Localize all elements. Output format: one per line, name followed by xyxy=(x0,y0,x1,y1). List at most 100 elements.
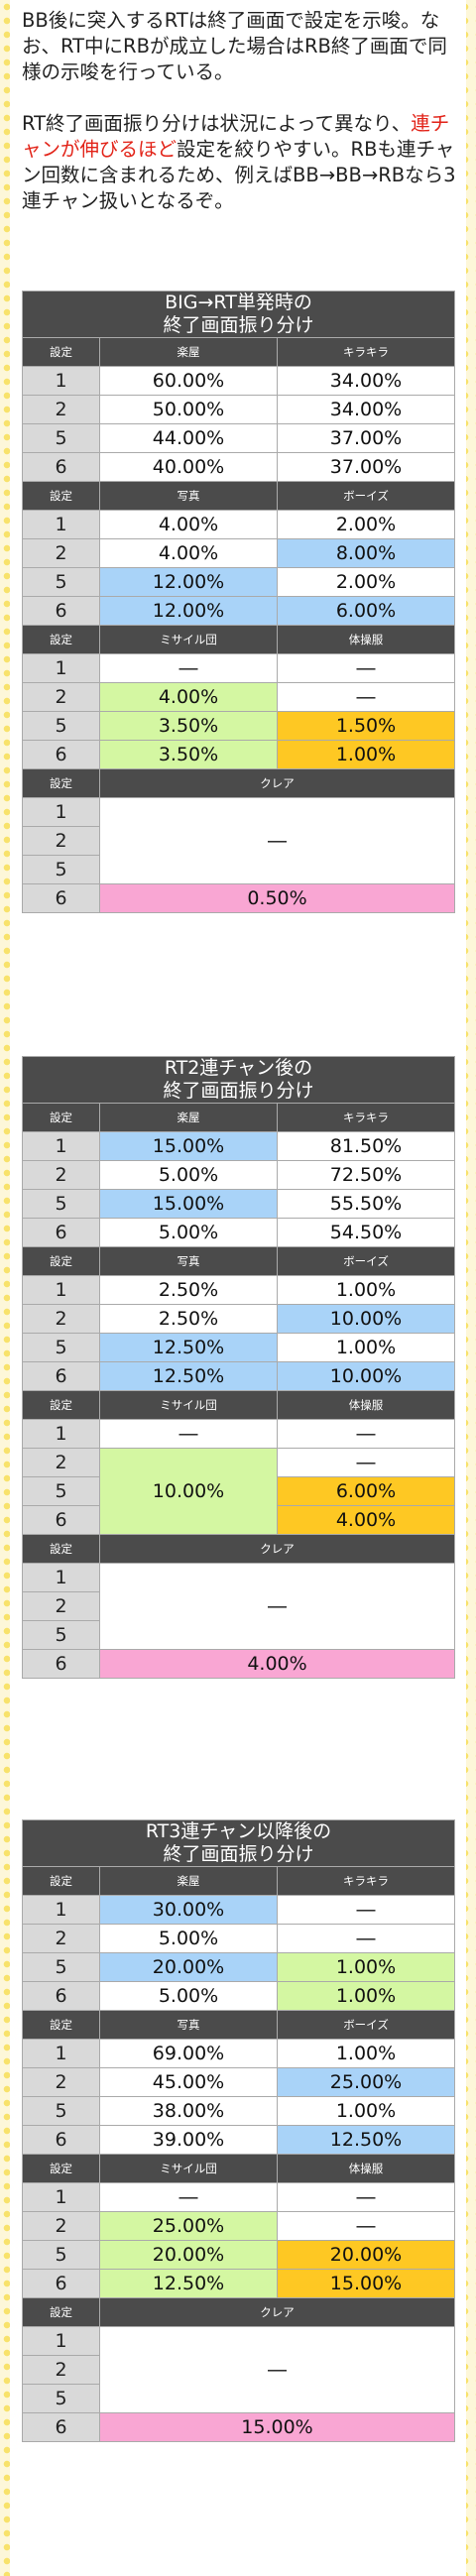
table-cell: ― xyxy=(99,653,278,683)
table-row: 5 38.00% 1.00% xyxy=(22,2096,456,2126)
setting-label: 2 xyxy=(22,2067,100,2097)
setting-label: 6 xyxy=(22,2269,100,2298)
table-cell: 20.00% xyxy=(99,2240,278,2270)
setting-label: 6 xyxy=(22,883,100,913)
table-row: 1 69.00% 1.00% xyxy=(22,2039,456,2068)
header-row: 設定 クレア xyxy=(22,1534,456,1564)
table-cell: 8.00% xyxy=(276,538,456,568)
table-cell: 1.00% xyxy=(276,1333,456,1362)
setting-label: 5 xyxy=(22,1952,100,1982)
setting-label: 2 xyxy=(22,538,100,568)
table-row: 1 2.50% 1.00% xyxy=(22,1275,456,1305)
setting-label: 5 xyxy=(22,2096,100,2126)
header-row: 設定 ミサイル団 体操服 xyxy=(22,625,456,654)
setting-label: 6 xyxy=(22,740,100,769)
setting-label: 1 xyxy=(22,2326,100,2356)
table-cell: 50.00% xyxy=(99,395,278,424)
column-header: ボーイズ xyxy=(276,481,456,511)
table-row: 2 50.00% 34.00% xyxy=(22,395,456,424)
table-cell: 34.00% xyxy=(276,395,456,424)
table-cell: 12.50% xyxy=(276,2125,456,2155)
column-header: クレア xyxy=(98,768,456,798)
table-cell: 1.50% xyxy=(276,711,456,741)
table-row: 2 45.00% 25.00% xyxy=(22,2067,456,2097)
table-cell: 37.00% xyxy=(276,423,456,453)
table-cell: 25.00% xyxy=(99,2211,278,2241)
table-cell: 15.00% xyxy=(276,2269,456,2298)
header-row: 設定 楽屋 キラキラ xyxy=(22,1103,456,1132)
setting-label: 1 xyxy=(22,1419,100,1449)
setting-label: 5 xyxy=(22,1620,100,1650)
table-cell: 1.00% xyxy=(276,1952,456,1982)
header-row: 設定 写真 ボーイズ xyxy=(22,1246,456,1276)
table-row: 6 4.00% xyxy=(22,1505,456,1535)
table-cell: ― xyxy=(99,2182,278,2212)
setting-label: 6 xyxy=(22,2125,100,2155)
table-cell: ― xyxy=(276,2182,456,2212)
setting-label: 2 xyxy=(22,2211,100,2241)
table-cell: 45.00% xyxy=(99,2067,278,2097)
table-cell: 20.00% xyxy=(276,2240,456,2270)
table-row: 5 xyxy=(22,2384,455,2413)
column-header: ボーイズ xyxy=(276,1246,456,1276)
text-fragment: 終了画面振り分け xyxy=(163,314,314,336)
setting-label: 2 xyxy=(22,1160,100,1190)
column-header: クレア xyxy=(98,1534,456,1564)
table-row: BIG→RT単発時の 終了画面振り分け xyxy=(21,291,456,338)
header-row: 設定 ミサイル団 体操服 xyxy=(22,1390,456,1420)
table-cell: 5.00% xyxy=(99,1160,278,1190)
table-cell: 4.00% xyxy=(99,682,278,712)
setting-label: 5 xyxy=(22,2384,100,2413)
table-cell: 6.00% xyxy=(276,1476,456,1506)
table-row: 5 12.50% 1.00% xyxy=(22,1333,456,1362)
column-header: 体操服 xyxy=(276,2154,456,2183)
column-header: 設定 xyxy=(22,1390,100,1420)
table-cell: ― xyxy=(98,1563,456,1650)
table-row: 6 15.00% xyxy=(22,2412,456,2442)
table-cell: 4.00% xyxy=(276,1505,456,1535)
column-header: 体操服 xyxy=(276,1390,456,1420)
header-setting: 設定 xyxy=(22,337,100,367)
table-cell: ― xyxy=(276,1448,456,1477)
table-row: 2 2.50% 10.00% xyxy=(22,1304,456,1334)
table-cell: ― xyxy=(99,1419,278,1449)
table-cell: 25.00% xyxy=(276,2067,456,2097)
table-row: 1 ― xyxy=(22,2326,456,2413)
table-cell: 2.50% xyxy=(99,1304,278,1334)
setting-label: 1 xyxy=(22,1563,100,1592)
text-fragment: 終了画面振り分け xyxy=(163,1843,314,1865)
intro-paragraph-2: RT終了画面振り分けは状況によって異なり、連チャンが伸びるほど設定を絞りやすい。… xyxy=(22,111,458,214)
table-row: 5 xyxy=(22,1620,455,1650)
setting-label: 5 xyxy=(22,855,100,884)
table-cell: 2.00% xyxy=(276,510,456,539)
table-cell: ― xyxy=(276,1419,456,1449)
table-row: RT2連チャン後の 終了画面振り分け xyxy=(21,1056,456,1104)
table-cell: 5.00% xyxy=(99,1218,278,1247)
table-cell: ― xyxy=(276,1895,456,1925)
content-card: BB後に突入するRTは終了画面で設定を示唆。なお、RT中にRBが成立した場合はR… xyxy=(10,0,466,2576)
column-header: 設定 xyxy=(22,1534,100,1564)
table-row: 2 xyxy=(22,826,455,856)
table-cell: 60.00% xyxy=(99,366,278,396)
column-header: 設定 xyxy=(22,1246,100,1276)
table-row: 6 4.00% xyxy=(22,1649,456,1679)
table-cell: ― xyxy=(276,682,456,712)
setting-label: 6 xyxy=(22,1505,100,1535)
setting-label: 2 xyxy=(22,1304,100,1334)
table-cell: 54.50% xyxy=(276,1218,456,1247)
setting-label: 5 xyxy=(22,1189,100,1219)
column-header: キラキラ xyxy=(276,1103,456,1132)
table-cell: ― xyxy=(98,2326,456,2413)
table-row: 5 20.00% 1.00% xyxy=(22,1952,456,1982)
table-row: 6 39.00% 12.50% xyxy=(22,2125,456,2155)
column-header: 楽屋 xyxy=(99,1103,278,1132)
header-row: 設定 楽屋 キラキラ xyxy=(22,1866,456,1896)
table-cell: 12.00% xyxy=(99,596,278,626)
setting-label: 2 xyxy=(22,1924,100,1953)
table-cell: 15.00% xyxy=(99,1131,278,1161)
table-cell: ― xyxy=(276,2211,456,2241)
column-header: 写真 xyxy=(99,481,278,511)
setting-label: 5 xyxy=(22,2240,100,2270)
table-cell: 10.00% xyxy=(276,1361,456,1391)
table-cell: 0.50% xyxy=(98,883,456,913)
